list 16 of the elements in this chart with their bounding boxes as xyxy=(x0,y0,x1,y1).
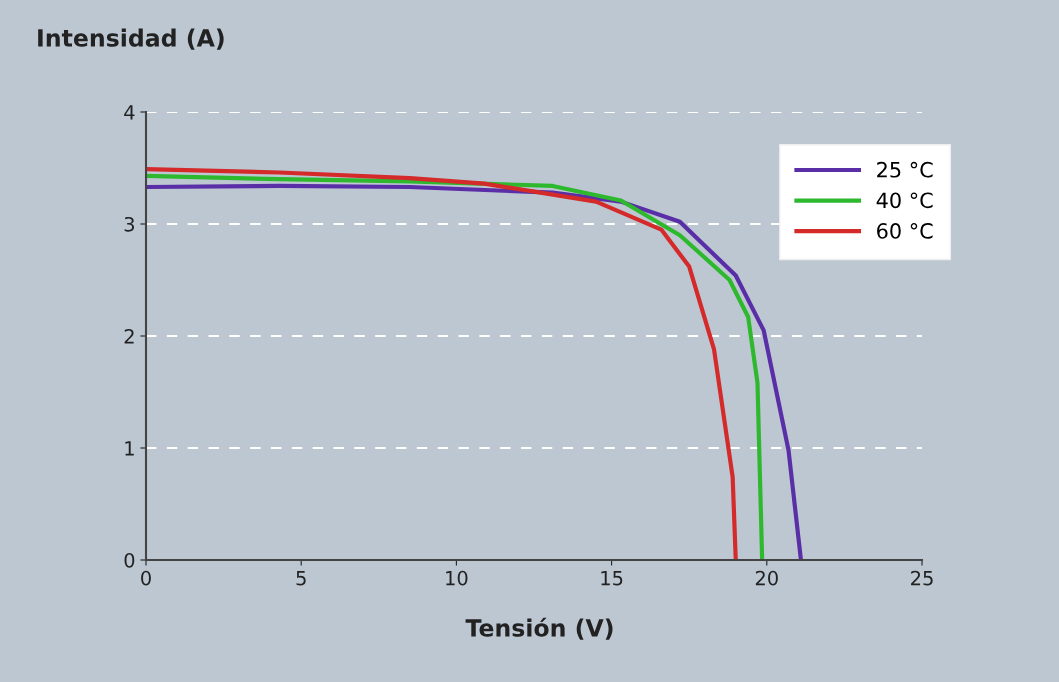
x-tick-label: 5 xyxy=(296,571,306,586)
y-axis-title: Intensidad (A) xyxy=(38,28,224,50)
x-tick-label: 20 xyxy=(755,570,778,586)
x-tick-label: 25 xyxy=(911,570,933,586)
y-tick-label: 1 xyxy=(125,441,134,456)
y-tick-label: 4 xyxy=(124,105,135,120)
x-tick-label: 15 xyxy=(601,571,623,586)
y-tick-label: 2 xyxy=(124,328,134,344)
y-tick-label: 3 xyxy=(124,216,135,232)
legend-label: 40 °C xyxy=(876,192,933,209)
x-tick-label: 10 xyxy=(446,570,468,586)
legend-label: 25 °C xyxy=(877,161,933,178)
y-tick-label: 0 xyxy=(124,552,135,568)
x-axis-title: Tensión (V) xyxy=(465,617,613,640)
x-tick-label: 0 xyxy=(141,570,151,586)
legend-label: 60 °C xyxy=(877,223,933,239)
